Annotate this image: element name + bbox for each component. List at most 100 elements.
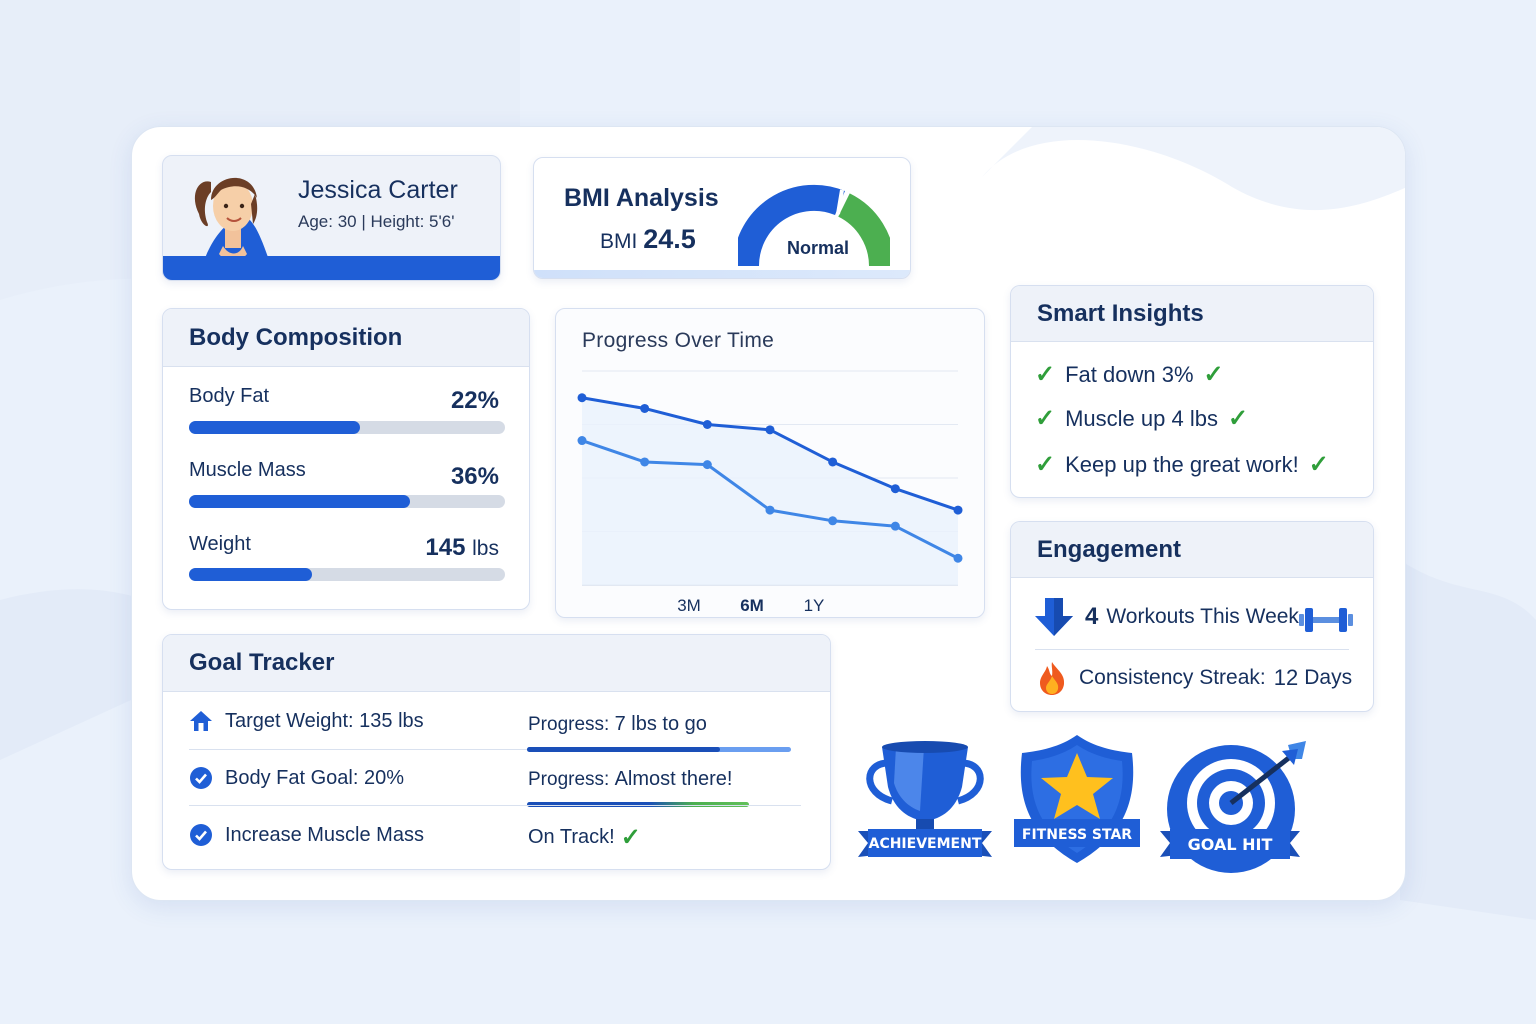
achievement-badge-label: ACHIEVEMENT: [869, 836, 982, 852]
check-icon: ✓: [1035, 361, 1056, 388]
goal-progress-value: Almost there!: [614, 768, 733, 790]
check-icon: ✓: [1227, 405, 1249, 432]
profile-card[interactable]: Jessica Carter Age: 30 | Height: 5'6': [162, 155, 501, 281]
weight-bar: [189, 568, 505, 581]
data-point: [828, 457, 838, 467]
streak-value: 12: [1273, 665, 1299, 690]
bmi-title: BMI Analysis: [564, 184, 719, 212]
check-circle-icon: [190, 824, 212, 846]
check-circle-icon: [190, 767, 212, 789]
panel-wave: [982, 127, 1405, 211]
data-point: [890, 521, 900, 531]
profile-accent-bar: [163, 256, 500, 280]
insight-item: ✓ Fat down 3% ✓: [1035, 360, 1224, 389]
data-point: [702, 460, 712, 470]
goal-progress-value: 7 lbs to go: [614, 713, 707, 735]
goal-progress-bar: [527, 747, 791, 752]
engagement-card: Engagement 4 Workouts This Week Consiste…: [1010, 521, 1374, 712]
fire-icon: [1040, 662, 1065, 695]
goal-label: Increase Muscle Mass: [225, 823, 424, 846]
achievement-badge[interactable]: ACHIEVEMENT: [858, 735, 992, 865]
body-fat-value: 22%: [450, 387, 499, 414]
workouts-label: Workouts This Week: [1106, 605, 1299, 628]
body-fat-bar: [189, 421, 505, 434]
workouts-line: 4 Workouts This Week: [1033, 596, 1299, 638]
muscle-mass-value: 36%: [450, 463, 499, 490]
progress-chart-card: Progress Over Time 3M 6M 1Y: [555, 308, 985, 618]
goal-label: Target Weight: 135 lbs: [225, 709, 424, 732]
streak-line: Consistency Streak: 12 Days: [1037, 660, 1352, 696]
data-point: [953, 505, 963, 515]
data-point: [828, 516, 838, 526]
muscle-mass-label: Muscle Mass: [189, 459, 306, 481]
data-point: [765, 425, 775, 435]
goal-item[interactable]: Increase Muscle Mass: [189, 823, 424, 847]
goal-label: Body Fat Goal: 20%: [225, 766, 404, 789]
down-arrow-icon: [1035, 598, 1073, 636]
insight-text: Fat down 3%: [1065, 361, 1194, 387]
body-fat-label: Body Fat: [189, 385, 270, 407]
check-icon: ✓: [620, 824, 641, 851]
muscle-mass-bar: [189, 495, 505, 508]
goal-tracker-title: Goal Tracker: [163, 635, 830, 692]
bmi-gauge: [738, 184, 890, 267]
range-tab-6m[interactable]: 6M: [740, 596, 764, 615]
check-icon: ✓: [1308, 451, 1329, 478]
goal-progress: Progress: Almost there!: [528, 768, 732, 791]
dashboard-panel: Jessica Carter Age: 30 | Height: 5'6' BM…: [131, 126, 1406, 901]
streak-unit: Days: [1304, 666, 1353, 689]
smart-insights-title: Smart Insights: [1011, 286, 1373, 342]
body-composition-card: Body Composition Body Fat 22% Muscle Mas…: [162, 308, 530, 610]
data-point: [577, 436, 587, 446]
goal-item[interactable]: Target Weight: 135 lbs: [189, 709, 424, 733]
goal-hit-badge-label: GOAL HIT: [1188, 835, 1273, 854]
insight-item: ✓ Keep up the great work! ✓: [1035, 450, 1329, 479]
goal-progress: On Track! ✓: [528, 823, 641, 852]
engagement-title: Engagement: [1011, 522, 1373, 578]
weight-value: 145 lbs: [425, 534, 499, 562]
weight-number: 145: [425, 534, 466, 561]
progress-chart: 3M 6M 1Y: [577, 370, 963, 615]
range-tab-3m[interactable]: 3M: [677, 596, 701, 615]
home-icon: [190, 711, 212, 731]
goal-tracker-card: Goal Tracker Target Weight: 135 lbs Prog…: [162, 634, 831, 870]
weight-unit: lbs: [472, 537, 499, 560]
smart-insights-card: Smart Insights ✓ Fat down 3% ✓ ✓ Muscle …: [1010, 285, 1374, 498]
engagement-divider: [1035, 649, 1349, 650]
bmi-card[interactable]: BMI Analysis BMI 24.5 Normal: [533, 157, 911, 279]
body-composition-title: Body Composition: [163, 309, 529, 367]
data-point: [765, 505, 775, 515]
data-point: [640, 403, 650, 413]
insight-text: Muscle up 4 lbs: [1065, 405, 1218, 431]
bmi-number: 24.5: [643, 224, 696, 254]
goal-progress: Progress: 7 lbs to go: [528, 713, 707, 736]
goal-separator: [189, 805, 801, 806]
goal-progress-label: Progress:: [528, 769, 610, 790]
data-point: [577, 393, 587, 403]
data-point: [702, 420, 712, 429]
chart-area: [582, 397, 958, 585]
goal-separator: [189, 749, 527, 750]
check-icon: ✓: [1035, 405, 1056, 432]
progress-title: Progress Over Time: [582, 329, 775, 352]
profile-meta: Age: 30 | Height: 5'6': [298, 212, 455, 231]
insight-text: Keep up the great work!: [1065, 451, 1299, 477]
profile-name: Jessica Carter: [298, 176, 458, 204]
weight-label: Weight: [189, 533, 251, 555]
bmi-label: BMI: [600, 230, 638, 253]
goal-progress-value: On Track!: [528, 826, 615, 848]
goal-progress-bar: [527, 802, 749, 807]
insight-item: ✓ Muscle up 4 lbs ✓: [1035, 404, 1248, 433]
streak-label: Consistency Streak:: [1079, 666, 1266, 689]
check-icon: ✓: [1203, 361, 1224, 388]
dumbbell-icon: [1299, 608, 1353, 632]
range-tab-1y[interactable]: 1Y: [804, 596, 825, 615]
check-icon: ✓: [1035, 451, 1056, 478]
goal-hit-badge[interactable]: GOAL HIT: [1160, 739, 1310, 877]
workouts-count: 4: [1085, 603, 1099, 630]
fitness-star-badge[interactable]: FITNESS STAR: [1014, 733, 1140, 867]
data-point: [953, 553, 963, 563]
goal-item[interactable]: Body Fat Goal: 20%: [189, 766, 404, 790]
data-point: [640, 457, 650, 467]
goal-progress-label: Progress:: [528, 714, 610, 735]
